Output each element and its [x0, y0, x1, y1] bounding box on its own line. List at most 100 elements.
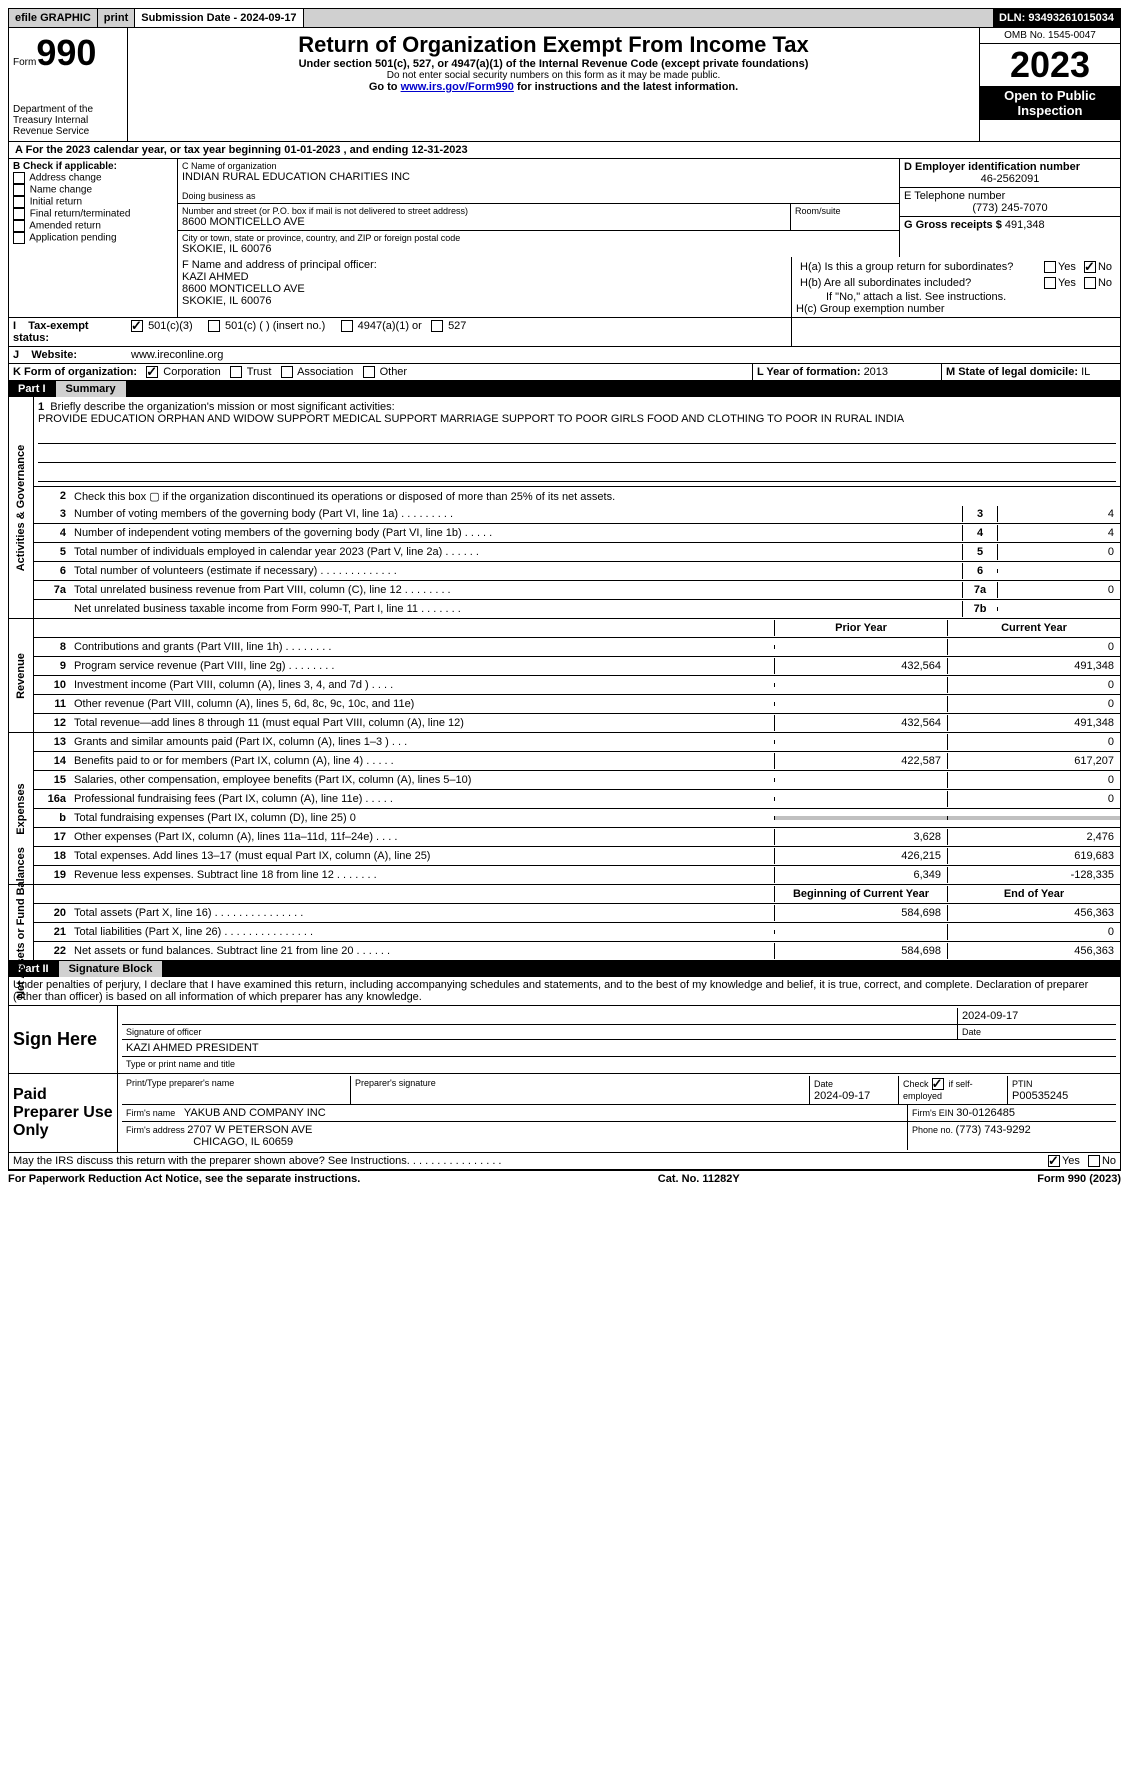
- line-11-curr: 0: [947, 696, 1120, 712]
- discuss-yes[interactable]: Yes: [1044, 1153, 1084, 1169]
- part1-title: Summary: [56, 381, 126, 397]
- sig-date: 2024-09-17: [958, 1008, 1116, 1024]
- box-b: B Check if applicable: Address change Na…: [8, 159, 178, 257]
- line-16b: Total fundraising expenses (Part IX, col…: [70, 810, 774, 826]
- line-21-curr: 0: [947, 924, 1120, 940]
- line-14: Benefits paid to or for members (Part IX…: [70, 753, 774, 769]
- line-9-prior: 432,564: [774, 658, 947, 674]
- opt-trust[interactable]: Trust: [230, 366, 272, 378]
- line-8-curr: 0: [947, 639, 1120, 655]
- hb-no[interactable]: No: [1080, 275, 1116, 291]
- header-left: Form990 Department of the Treasury Inter…: [9, 28, 128, 141]
- line-16b-curr: [947, 816, 1120, 820]
- part1-number: Part I: [8, 381, 56, 397]
- line-18-prior: 426,215: [774, 848, 947, 864]
- form-990-number: 990: [36, 32, 96, 73]
- officer-label: F Name and address of principal officer:: [182, 259, 787, 271]
- discuss-row: May the IRS discuss this return with the…: [8, 1153, 1121, 1170]
- line-5: Total number of individuals employed in …: [70, 544, 962, 560]
- check-amended[interactable]: Amended return: [13, 220, 173, 232]
- box-c: C Name of organization INDIAN RURAL EDUC…: [178, 159, 900, 257]
- current-year-head: Current Year: [947, 620, 1120, 636]
- line-3: Number of voting members of the governin…: [70, 506, 962, 522]
- line-19: Revenue less expenses. Subtract line 18 …: [70, 867, 774, 883]
- sig-date-label: Date: [958, 1025, 1116, 1039]
- discuss-no[interactable]: No: [1084, 1153, 1120, 1169]
- officer-city: SKOKIE, IL 60076: [182, 295, 787, 307]
- hb-note: If "No," attach a list. See instructions…: [796, 291, 1116, 303]
- line-15: Salaries, other compensation, employee b…: [70, 772, 774, 788]
- form-subtitle-2: Do not enter social security numbers on …: [132, 70, 975, 81]
- ein-label: D Employer identification number: [904, 161, 1080, 173]
- line-20: Total assets (Part X, line 16) . . . . .…: [70, 905, 774, 921]
- footer-mid: Cat. No. 11282Y: [658, 1173, 740, 1185]
- line-15-prior: [774, 778, 947, 782]
- irs-link[interactable]: www.irs.gov/Form990: [401, 81, 514, 93]
- form-prefix: Form: [13, 57, 36, 68]
- print-button[interactable]: print: [98, 9, 135, 27]
- tax-year: 2023: [980, 44, 1120, 86]
- check-self-employed[interactable]: Check if self-employed: [899, 1076, 1008, 1104]
- ptin-value: P00535245: [1012, 1090, 1068, 1102]
- line-19-prior: 6,349: [774, 867, 947, 883]
- check-address[interactable]: Address change: [13, 172, 173, 184]
- line-4-value: 4: [997, 525, 1120, 541]
- dln-label: DLN: 93493261015034: [993, 9, 1120, 27]
- line-12: Total revenue—add lines 8 through 11 (mu…: [70, 715, 774, 731]
- officer-name-label: Type or print name and title: [122, 1057, 239, 1071]
- check-initial[interactable]: Initial return: [13, 196, 173, 208]
- opt-corp[interactable]: Corporation: [146, 366, 221, 378]
- box-l: L Year of formation: 2013: [753, 364, 942, 380]
- begin-year-head: Beginning of Current Year: [774, 886, 947, 902]
- line-13-prior: [774, 740, 947, 744]
- gross-label: G Gross receipts $: [904, 219, 1005, 231]
- line-7b: Net unrelated business taxable income fr…: [70, 601, 962, 617]
- check-final[interactable]: Final return/terminated: [13, 208, 173, 220]
- form-number: Form990: [13, 32, 123, 74]
- line-22-prior: 584,698: [774, 943, 947, 959]
- line-7a-value: 0: [997, 582, 1120, 598]
- line-1: 1 Briefly describe the organization's mi…: [34, 397, 1120, 487]
- opt-assoc[interactable]: Association: [281, 366, 354, 378]
- sig-officer: [122, 1008, 958, 1024]
- gross-value: 491,348: [1005, 219, 1045, 231]
- opt-501c3[interactable]: 501(c)(3): [131, 320, 193, 332]
- opt-501c[interactable]: 501(c) ( ) (insert no.): [208, 320, 325, 332]
- street-label: Number and street (or P.O. box if mail i…: [182, 206, 786, 216]
- discuss-text: May the IRS discuss this return with the…: [9, 1153, 1044, 1169]
- line-16a-curr: 0: [947, 791, 1120, 807]
- header-mid: Return of Organization Exempt From Incom…: [128, 28, 980, 141]
- expenses-section: Expenses 13Grants and similar amounts pa…: [8, 733, 1121, 885]
- line-16b-prior: [774, 816, 947, 820]
- opt-4947[interactable]: 4947(a)(1) or: [341, 320, 422, 332]
- firm-addr: 2707 W PETERSON AVE: [187, 1124, 312, 1136]
- preparer-label: Paid Preparer Use Only: [9, 1074, 118, 1152]
- officer-name-title: KAZI AHMED PRESIDENT: [122, 1040, 263, 1056]
- ha-label: H(a) Is this a group return for subordin…: [796, 259, 1040, 275]
- line-21-prior: [774, 930, 947, 934]
- line-8: Contributions and grants (Part VIII, lin…: [70, 639, 774, 655]
- phone-label: E Telephone number: [904, 190, 1116, 202]
- form-subtitle-3: Go to www.irs.gov/Form990 for instructio…: [132, 81, 975, 93]
- line-3-value: 4: [997, 506, 1120, 522]
- ha-yes[interactable]: Yes: [1040, 259, 1080, 275]
- line-12-prior: 432,564: [774, 715, 947, 731]
- line-10-prior: [774, 683, 947, 687]
- line-16a: Professional fundraising fees (Part IX, …: [70, 791, 774, 807]
- check-name[interactable]: Name change: [13, 184, 173, 196]
- street-value: 8600 MONTICELLO AVE: [182, 216, 786, 228]
- hb-yes[interactable]: Yes: [1040, 275, 1080, 291]
- opt-527[interactable]: 527: [431, 320, 466, 332]
- line-21: Total liabilities (Part X, line 26) . . …: [70, 924, 774, 940]
- opt-other[interactable]: Other: [363, 366, 408, 378]
- check-pending[interactable]: Application pending: [13, 232, 173, 244]
- ha-no[interactable]: No: [1080, 259, 1116, 275]
- efile-label: efile GRAPHIC: [9, 9, 98, 27]
- ein-value: 46-2562091: [904, 173, 1116, 185]
- part1-header: Part I Summary: [8, 381, 1121, 397]
- line-18-curr: 619,683: [947, 848, 1120, 864]
- line-8-prior: [774, 645, 947, 649]
- line-9: Program service revenue (Part VIII, line…: [70, 658, 774, 674]
- line-20-prior: 584,698: [774, 905, 947, 921]
- box-i-label: I Tax-exempt status:: [9, 318, 127, 346]
